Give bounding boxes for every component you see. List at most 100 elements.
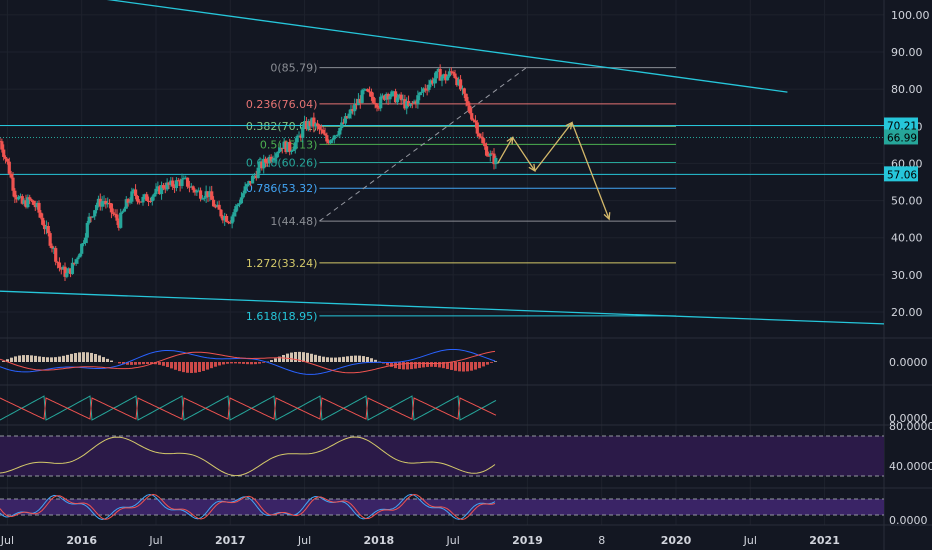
candle-body (215, 204, 219, 207)
candle-body (124, 199, 128, 209)
macd-histogram-bar (294, 351, 297, 362)
candle-body (159, 185, 164, 195)
candle-body (321, 129, 325, 134)
macd-histogram-bar (206, 362, 209, 370)
fibonacci-levels[interactable]: 0(85.79)0.236(76.04)0.382(70.01)0.5(65.1… (246, 62, 676, 323)
candle-body (146, 200, 151, 202)
candle-body (377, 107, 381, 109)
projection-segment[interactable] (512, 137, 536, 172)
candle-body (72, 262, 76, 264)
candle-body (484, 146, 489, 156)
macd-histogram-bar (54, 357, 57, 362)
candle-body (54, 248, 58, 262)
candle-body (295, 136, 299, 143)
candle-body (24, 200, 28, 208)
macd-histogram-bar (298, 351, 301, 362)
macd-histogram-bar (170, 362, 173, 369)
candle-body (306, 121, 310, 129)
candle-body (117, 220, 121, 228)
candle-body (100, 201, 104, 207)
candle-body (191, 186, 195, 190)
candle-body (408, 103, 413, 106)
candle-body (210, 191, 214, 200)
macd-histogram-bar (26, 355, 29, 362)
projection-arrowhead (603, 212, 611, 221)
price-tick-label: 80.00 (891, 83, 923, 96)
dashed-trend-line[interactable] (319, 66, 528, 222)
macd-histogram-bar (426, 362, 429, 367)
macd-histogram-bar (366, 356, 369, 362)
candle-body (44, 225, 49, 230)
macd-histogram-bar (18, 355, 21, 362)
candle-body (107, 202, 112, 204)
macd-histogram-bar (186, 362, 189, 373)
candle-body (386, 93, 390, 100)
macd-histogram-bar (354, 355, 357, 362)
candle-body (133, 189, 138, 196)
macd-histogram-bar (66, 354, 69, 362)
macd-histogram-bar (458, 362, 461, 372)
projection-segment[interactable] (497, 137, 514, 164)
projection-path[interactable] (497, 121, 611, 221)
candle-body (31, 200, 36, 205)
candle-body (302, 121, 307, 128)
candle-body (184, 177, 188, 179)
channel-lower-line[interactable] (0, 290, 885, 325)
macd-histogram-bar (406, 362, 409, 370)
macd-histogram-bar (430, 362, 433, 367)
macd-histogram-bar (342, 356, 345, 362)
candle-body (176, 180, 180, 182)
candle-body (221, 216, 225, 221)
macd-histogram-bar (210, 362, 213, 369)
macd-histogram-bar (446, 362, 449, 370)
candle-body (475, 122, 479, 134)
oscillator-line-up (0, 395, 497, 421)
candlestick-series[interactable] (0, 64, 498, 281)
candle-body (211, 199, 216, 207)
channel-upper-line[interactable] (30, 0, 788, 93)
time-tick-label: Jul (0, 534, 14, 547)
macd-histogram-bar (250, 362, 253, 365)
indicator-panels[interactable] (0, 349, 497, 521)
candle-body (15, 197, 19, 200)
time-axis[interactable]: Jul 2016 Jul 2017 Jul 2018 Jul 2019 8 2020 Jul 2021 (0, 534, 840, 547)
candle-body (332, 135, 336, 140)
macd-histogram-bar (450, 362, 453, 370)
macd-tick-label: 0.0000 (889, 356, 928, 369)
projection-segment[interactable] (534, 122, 573, 172)
macd-histogram-bar (438, 362, 441, 368)
macd-histogram-bar (262, 362, 265, 363)
candle-body (345, 116, 349, 119)
projection-segment[interactable] (571, 122, 610, 220)
candle-body (152, 194, 156, 197)
macd-histogram-bar (42, 356, 45, 362)
candle-body (2, 149, 6, 157)
candle-body (375, 104, 379, 108)
candle-body (483, 143, 487, 147)
candle-body (119, 212, 123, 228)
candle-body (206, 191, 210, 197)
candle-body (323, 133, 327, 136)
candle-body (392, 91, 396, 93)
candle-body (126, 199, 130, 203)
candle-body (288, 142, 292, 152)
macd-histogram-bar (82, 352, 85, 362)
candle-body (98, 198, 102, 207)
candle-body (165, 182, 169, 190)
candle-body (26, 197, 30, 208)
candle-body (87, 216, 91, 223)
candle-body (384, 93, 388, 100)
candle-body (436, 68, 440, 72)
candle-body (464, 93, 468, 102)
candle-body (187, 186, 192, 188)
price-tick-label: 40.00 (891, 232, 923, 245)
candle-body (198, 190, 203, 199)
candle-body (156, 186, 160, 189)
candle-body (52, 248, 56, 250)
trend-channel[interactable] (0, 0, 885, 325)
macd-histogram-bar (486, 362, 489, 365)
candle-body (250, 175, 255, 184)
candle-body (208, 191, 212, 197)
candle-body (364, 89, 368, 91)
